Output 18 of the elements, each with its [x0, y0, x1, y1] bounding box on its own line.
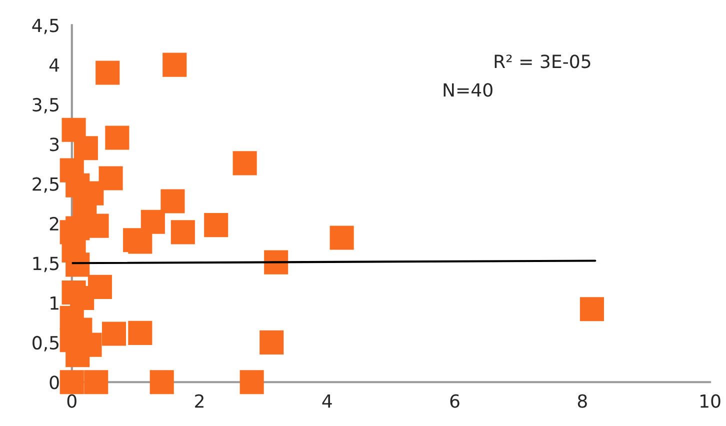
y-tick-label: 1 — [50, 296, 58, 310]
x-tick-label: 10 — [700, 394, 720, 408]
y-tick-label: 4,5 — [32, 18, 58, 34]
x-tick-label: 6 — [450, 394, 460, 408]
y-tick-label: 2 — [50, 216, 58, 230]
x-tick-label: 4 — [322, 394, 332, 408]
y-tick-label: 0,5 — [32, 336, 58, 352]
annotation: R² = 3E-05 — [494, 54, 590, 68]
annotation: N=40 — [444, 83, 492, 97]
x-tick-label: 0 — [67, 394, 76, 408]
y-tick-label: 4 — [49, 58, 60, 72]
x-tick-label: 8 — [578, 394, 587, 408]
y-tick-label: 1,5 — [33, 256, 58, 272]
y-tick-label: 3 — [50, 138, 59, 152]
y-tick-label: 0 — [50, 376, 59, 390]
x-tick-label: 2 — [195, 394, 204, 408]
y-tick-label: 3,5 — [32, 98, 58, 114]
y-tick-label: 2,5 — [32, 177, 58, 193]
